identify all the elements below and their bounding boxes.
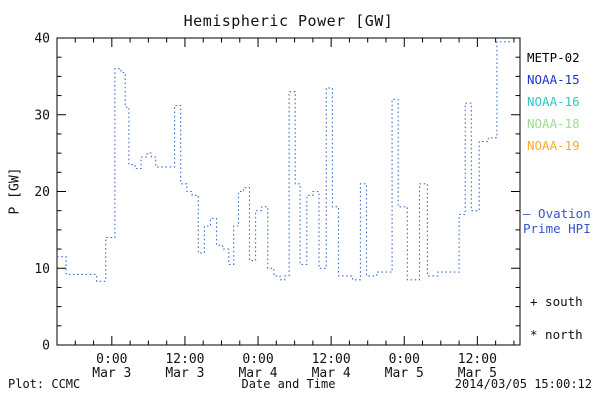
svg-text:10: 10 xyxy=(34,262,50,277)
plot-frame xyxy=(56,37,521,346)
hpi-step-line xyxy=(57,41,511,282)
svg-text:0:00: 0:00 xyxy=(96,352,127,367)
ovation-prime-hpi-legend: – Ovation Prime HPI xyxy=(523,206,591,236)
svg-text:20: 20 xyxy=(34,185,50,200)
svg-text:Mar 3: Mar 3 xyxy=(92,366,131,381)
svg-text:30: 30 xyxy=(34,108,50,123)
satellite-legend: METP-02 NOAA-15 NOAA-16 NOAA-18 NOAA-19 xyxy=(527,47,580,157)
legend-item-metp02: METP-02 xyxy=(527,50,580,65)
legend-marker-north: * north xyxy=(530,327,583,342)
ovation-legend-line1: – Ovation xyxy=(523,206,591,221)
svg-text:12:00: 12:00 xyxy=(458,352,497,367)
svg-text:0:00: 0:00 xyxy=(242,352,273,367)
plot-credit: Plot: CCMC xyxy=(8,377,81,391)
svg-text:12:00: 12:00 xyxy=(312,352,351,367)
timestamp: 2014/03/05 15:00:12 xyxy=(454,377,592,391)
axis-ticks xyxy=(57,37,520,346)
svg-text:0: 0 xyxy=(42,339,50,354)
chart-title: Hemispheric Power [GW] xyxy=(183,12,394,30)
legend-marker-south: + south xyxy=(530,294,583,309)
svg-text:Mar 3: Mar 3 xyxy=(165,366,204,381)
legend-item-noaa15: NOAA-15 xyxy=(527,72,580,87)
svg-text:Mar 5: Mar 5 xyxy=(458,366,497,381)
svg-text:Mar 4: Mar 4 xyxy=(312,366,351,381)
legend-item-noaa18: NOAA-18 xyxy=(527,116,580,131)
svg-text:0:00: 0:00 xyxy=(389,352,420,367)
x-axis-label: Date and Time xyxy=(241,377,336,391)
svg-text:Mar 4: Mar 4 xyxy=(238,366,277,381)
svg-text:40: 40 xyxy=(34,32,50,47)
legend-item-noaa16: NOAA-16 xyxy=(527,94,580,109)
svg-text:12:00: 12:00 xyxy=(165,352,204,367)
svg-text:Mar 5: Mar 5 xyxy=(385,366,424,381)
ovation-legend-line2: Prime HPI xyxy=(523,221,591,236)
legend-item-noaa19: NOAA-19 xyxy=(527,138,580,153)
